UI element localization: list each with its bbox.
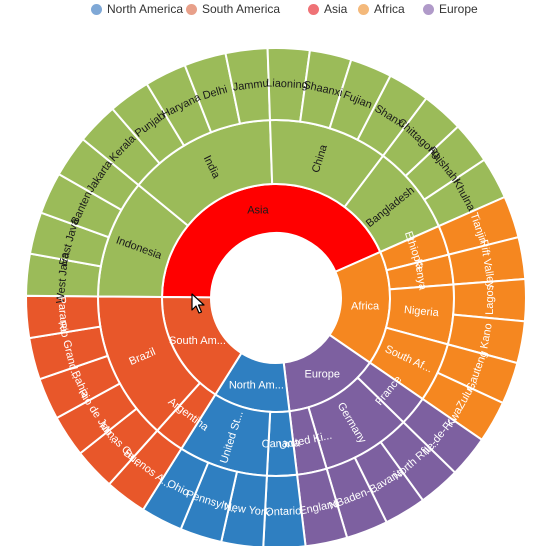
segment-label-asia: Asia [247,204,269,216]
legend-item-asia[interactable]: Asia [308,2,347,16]
segment-label-lagos: Lagos [484,284,496,315]
legend-marker [308,3,319,15]
legend-item-africa[interactable]: Africa [358,2,405,16]
segment-label-ontario: Ontario [265,505,301,518]
legend-label: Asia [324,2,348,16]
mouse-pointer-icon [191,293,205,314]
segment-label-europe: Europe [305,369,340,381]
legend-label: North America [107,2,184,16]
legend-marker [358,3,369,15]
legend-marker [423,3,434,15]
segment-label-canada: Canada [261,437,301,450]
legend-label: Africa [374,2,405,16]
legend-item-north-america[interactable]: North America [91,2,183,16]
legend-item-south-america[interactable]: South America [186,2,280,16]
legend-marker [91,3,102,15]
segment-parana[interactable] [25,294,102,340]
legend-label: South America [202,2,281,16]
legend-item-europe[interactable]: Europe [423,2,478,16]
segment-label-africa: Africa [351,300,380,312]
segment-label-nigeria: Nigeria [403,304,440,319]
segment-label-kenya: Kenya [412,258,429,292]
segment-label-jammu: Jammu [232,77,269,93]
segment-label-south-america: South Am... [169,335,226,347]
segment-label-kano: Kano [478,322,494,349]
chart-legend: North America South America Asia Africa Euro… [0,0,548,18]
center-hole [230,252,322,344]
legend-label: Europe [439,2,478,16]
legend-marker [186,3,197,15]
segment-label-west-java: West Java [55,251,72,304]
segment-label-north-america: North Am... [229,379,284,391]
segment-label-parana: Parana [55,296,70,333]
segment-label-liaoning: Liaoning [266,77,308,91]
